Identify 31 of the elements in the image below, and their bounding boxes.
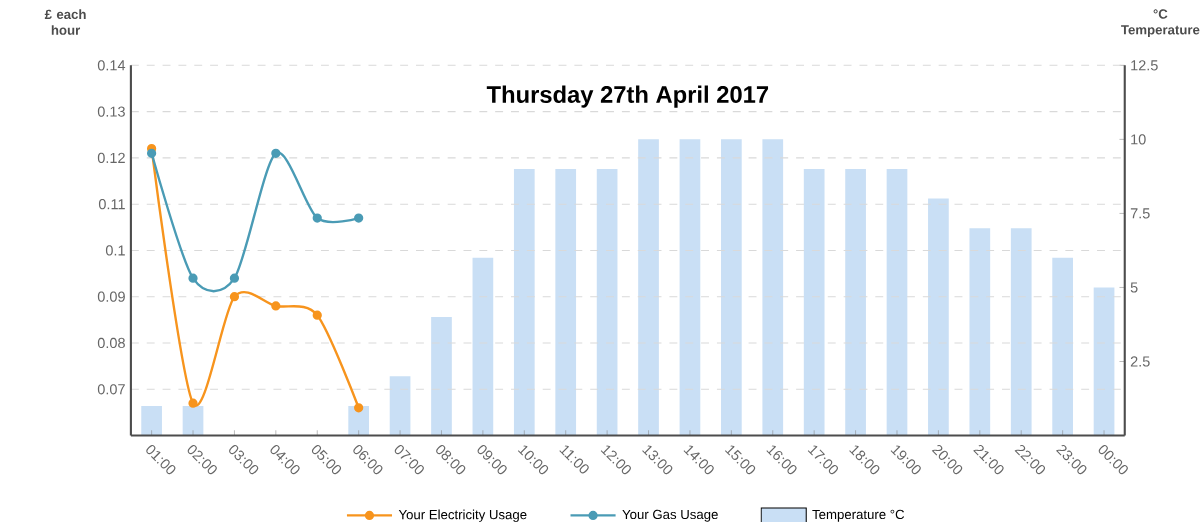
bar bbox=[969, 227, 991, 436]
bar bbox=[928, 198, 949, 436]
point bbox=[271, 148, 281, 158]
point bbox=[188, 273, 198, 283]
bar bbox=[1093, 287, 1115, 436]
bar bbox=[1052, 257, 1073, 436]
point bbox=[312, 213, 322, 223]
text: Thursday 27th April 2017 bbox=[486, 85, 769, 108]
bar bbox=[555, 168, 577, 436]
bar bbox=[803, 168, 825, 436]
point bbox=[229, 273, 240, 283]
bar bbox=[679, 139, 701, 436]
point bbox=[229, 291, 240, 302]
bar bbox=[638, 139, 659, 436]
point bbox=[271, 301, 281, 311]
bar bbox=[886, 168, 908, 436]
bar bbox=[721, 139, 742, 436]
point bbox=[188, 398, 198, 408]
bar bbox=[472, 257, 494, 436]
bar bbox=[431, 316, 452, 436]
point bbox=[354, 402, 364, 413]
bar bbox=[762, 139, 784, 436]
bar bbox=[141, 405, 162, 436]
bar bbox=[389, 376, 411, 436]
point bbox=[354, 213, 364, 223]
bar bbox=[513, 168, 535, 436]
point bbox=[312, 310, 322, 320]
bar bbox=[596, 168, 618, 436]
bar bbox=[1010, 227, 1032, 436]
point bbox=[146, 148, 157, 158]
bar bbox=[845, 168, 866, 436]
